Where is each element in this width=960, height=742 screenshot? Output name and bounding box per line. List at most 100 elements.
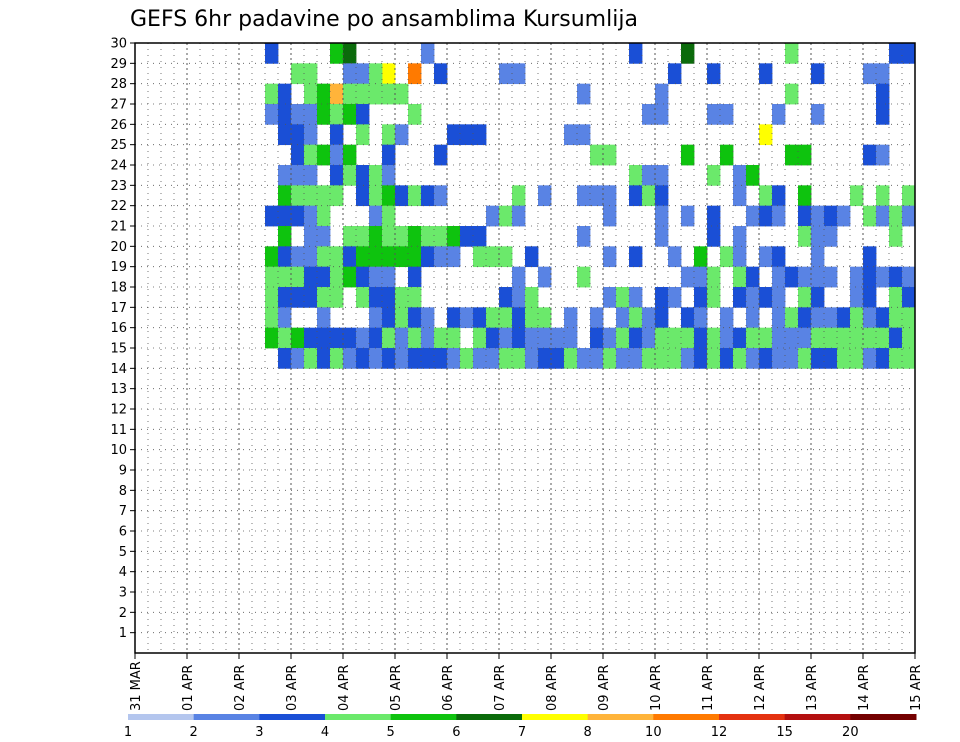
heatmap-cell	[317, 83, 331, 105]
y-tick-label: 24	[110, 159, 127, 174]
heatmap-cell	[486, 307, 500, 329]
x-tick-label: 03 APR	[285, 665, 300, 711]
heatmap-cell	[577, 226, 591, 247]
heatmap-cell	[382, 205, 396, 227]
heatmap-cell	[499, 348, 513, 369]
heatmap-cell	[317, 226, 331, 247]
heatmap-cell	[291, 205, 305, 227]
heatmap-cell	[499, 63, 513, 85]
heatmap-cell	[512, 205, 526, 227]
heatmap-cell	[369, 226, 383, 247]
heatmap-cell	[356, 104, 370, 125]
heatmap-cell	[317, 266, 331, 288]
colorbar-label: 3	[255, 725, 263, 740]
heatmap-cell	[707, 266, 721, 288]
y-tick-label: 4	[119, 565, 127, 580]
heatmap-cell	[408, 266, 422, 288]
heatmap-cell	[759, 63, 773, 85]
heatmap-cell	[759, 327, 773, 349]
heatmap-cell	[291, 144, 305, 166]
heatmap-cell	[330, 43, 344, 64]
y-tick-label: 22	[110, 199, 127, 214]
heatmap-cell	[382, 124, 396, 146]
heatmap-cell	[460, 124, 474, 146]
heatmap-cell	[655, 226, 669, 247]
heatmap-cell	[512, 348, 526, 369]
heatmap-cell	[694, 266, 708, 288]
heatmap-cell	[447, 226, 461, 247]
heatmap-cell	[460, 307, 474, 329]
heatmap-cell	[772, 307, 786, 329]
x-tick-label: 02 APR	[233, 665, 248, 711]
heatmap-cell	[525, 327, 539, 349]
heatmap-cell	[902, 205, 916, 227]
heatmap-cell	[512, 185, 526, 207]
heatmap-cell	[577, 266, 591, 288]
heatmap-cell	[772, 266, 786, 288]
heatmap-cell	[759, 348, 773, 369]
heatmap-cell	[330, 144, 344, 166]
heatmap-cell	[499, 246, 513, 268]
heatmap-cell	[902, 287, 916, 308]
heatmap-cell	[707, 205, 721, 227]
colorbar-swatch	[390, 714, 457, 720]
y-tick-label: 14	[110, 362, 127, 377]
y-tick-label: 13	[110, 382, 127, 397]
heatmap-cell	[733, 287, 747, 308]
heatmap-cell	[603, 348, 617, 369]
heatmap-cell	[642, 307, 656, 329]
heatmap-cell	[889, 287, 903, 308]
heatmap-cell	[616, 327, 630, 349]
heatmap-cell	[772, 205, 786, 227]
heatmap-cell	[863, 266, 877, 288]
heatmap-cell	[473, 124, 487, 146]
heatmap-cell	[291, 266, 305, 288]
heatmap-cell	[850, 287, 864, 308]
heatmap-cell	[304, 185, 318, 207]
heatmap-cell	[512, 266, 526, 288]
heatmap-cell	[655, 327, 669, 349]
colorbar-label: 20	[842, 725, 859, 740]
heatmap-cell	[434, 246, 448, 268]
heatmap-cell	[863, 327, 877, 349]
heatmap-cell	[304, 83, 318, 105]
heatmap-cell	[369, 83, 383, 105]
heatmap-cell	[343, 165, 357, 186]
heatmap-cell	[707, 348, 721, 369]
heatmap-cell	[304, 226, 318, 247]
x-tick-label: 11 APR	[701, 665, 716, 711]
heatmap-cell	[265, 83, 279, 105]
colorbar-swatch	[850, 714, 917, 720]
heatmap-cell	[798, 266, 812, 288]
heatmap-cell	[642, 104, 656, 125]
heatmap-cell	[434, 348, 448, 369]
colorbar-label: 2	[190, 725, 198, 740]
heatmap-cell	[876, 307, 890, 329]
heatmap-cell	[811, 205, 825, 227]
x-tick-label: 05 APR	[389, 665, 404, 711]
y-tick-label: 1	[119, 626, 127, 641]
heatmap-cell	[590, 144, 604, 166]
heatmap-cell	[512, 63, 526, 85]
heatmap-cell	[382, 226, 396, 247]
heatmap-cell	[356, 83, 370, 105]
heatmap-cell	[499, 307, 513, 329]
heatmap-cell	[317, 144, 331, 166]
heatmap-cell	[798, 205, 812, 227]
heatmap-cell	[369, 287, 383, 308]
heatmap-cell	[304, 144, 318, 166]
heatmap-cell	[590, 307, 604, 329]
colorbar-swatch	[784, 714, 851, 720]
y-tick-label: 25	[110, 138, 127, 153]
heatmap-cell	[317, 246, 331, 268]
y-tick-label: 2	[119, 606, 127, 621]
heatmap-cell	[590, 327, 604, 349]
heatmap-cell	[876, 104, 890, 125]
heatmap-cell	[785, 327, 799, 349]
y-tick-label: 12	[110, 403, 127, 418]
heatmap-cell	[850, 185, 864, 207]
heatmap-cell	[330, 246, 344, 268]
heatmap-cell	[876, 348, 890, 369]
heatmap-cell	[707, 104, 721, 125]
heatmap-cell	[356, 348, 370, 369]
